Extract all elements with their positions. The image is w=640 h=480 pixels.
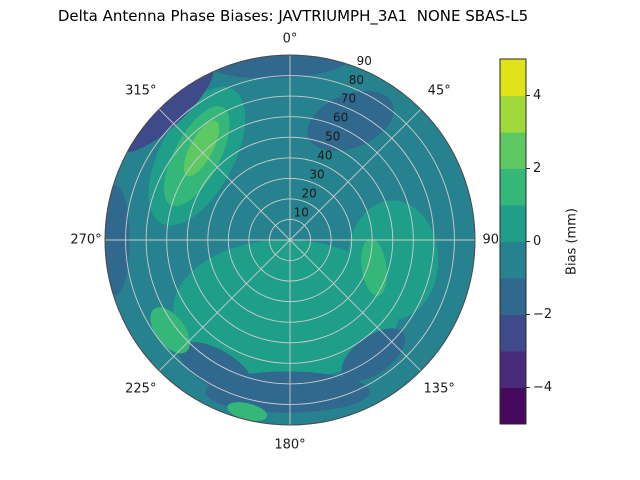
radial-tick-label: 30 bbox=[309, 168, 324, 182]
grid-spoke bbox=[289, 108, 422, 241]
radial-tick-label: 60 bbox=[333, 111, 348, 125]
colorbar: 4 2 0 −2 −4 Bias (mm) bbox=[499, 58, 580, 425]
radial-tick-labels: 10 20 30 40 50 60 70 80 90 bbox=[294, 54, 372, 220]
contour-region-top-dark-blob bbox=[307, 90, 394, 151]
colorbar-band bbox=[500, 132, 526, 169]
colorbar-tick-label: 4 bbox=[533, 88, 541, 103]
radial-tick-label: 90 bbox=[357, 54, 372, 68]
contour-region-lower-left-green-rim bbox=[150, 307, 190, 354]
azimuth-tick-labels: 0°45°90°135°180°225°270°315° bbox=[70, 32, 505, 453]
colorbar-tick-label: 2 bbox=[533, 161, 541, 176]
grid-spoke bbox=[289, 239, 422, 372]
polar-grid bbox=[105, 55, 475, 425]
colorbar-band bbox=[500, 314, 526, 352]
azimuth-tick-label: 270° bbox=[70, 233, 101, 248]
azimuth-tick-label: 315° bbox=[125, 83, 156, 98]
contour-region-bottom-right-dark bbox=[341, 328, 406, 382]
colorbar-band bbox=[500, 387, 526, 425]
contour-region-right-green bbox=[361, 238, 387, 296]
contour-region-bottom-left-dark bbox=[179, 342, 253, 395]
contour-region-upper-left-core bbox=[183, 120, 220, 177]
contour-region-upper-left-rim-dark bbox=[119, 63, 214, 152]
colorbar-band bbox=[500, 241, 526, 279]
contour-region-lower-broad-lighter bbox=[173, 239, 400, 380]
azimuth-tick-label: 135° bbox=[424, 382, 455, 397]
radial-tick-label: 80 bbox=[349, 73, 364, 87]
colorbar-band bbox=[500, 168, 526, 206]
radial-tick-label: 50 bbox=[325, 130, 340, 144]
radial-tick-label: 10 bbox=[294, 206, 309, 220]
polar-outline bbox=[104, 54, 476, 426]
colorbar-tick-label: −4 bbox=[533, 380, 552, 395]
chart-title: Delta Antenna Phase Biases: JAVTRIUMPH_3… bbox=[57, 7, 529, 25]
colorbar-band bbox=[500, 278, 526, 315]
colorbar-band bbox=[500, 59, 526, 96]
colorbar-band bbox=[500, 95, 526, 133]
radial-tick-label: 70 bbox=[341, 92, 356, 106]
grid-spoke bbox=[158, 239, 291, 372]
azimuth-tick-label: 225° bbox=[125, 382, 156, 397]
colorbar-label: Bias (mm) bbox=[565, 208, 580, 275]
colorbar-tick-label: −2 bbox=[533, 307, 552, 322]
azimuth-tick-label: 180° bbox=[274, 438, 305, 453]
colorbar-band bbox=[500, 351, 526, 388]
colorbar-tick-label: 0 bbox=[533, 234, 541, 249]
contour-region-bottom-green-rim bbox=[227, 402, 268, 421]
radial-tick-label: 20 bbox=[302, 187, 317, 201]
azimuth-tick-label: 45° bbox=[428, 83, 451, 98]
radial-tick-label: 40 bbox=[317, 149, 332, 163]
azimuth-tick-label: 0° bbox=[283, 32, 298, 47]
colorbar-band bbox=[500, 205, 526, 242]
grid-spoke bbox=[158, 108, 291, 241]
